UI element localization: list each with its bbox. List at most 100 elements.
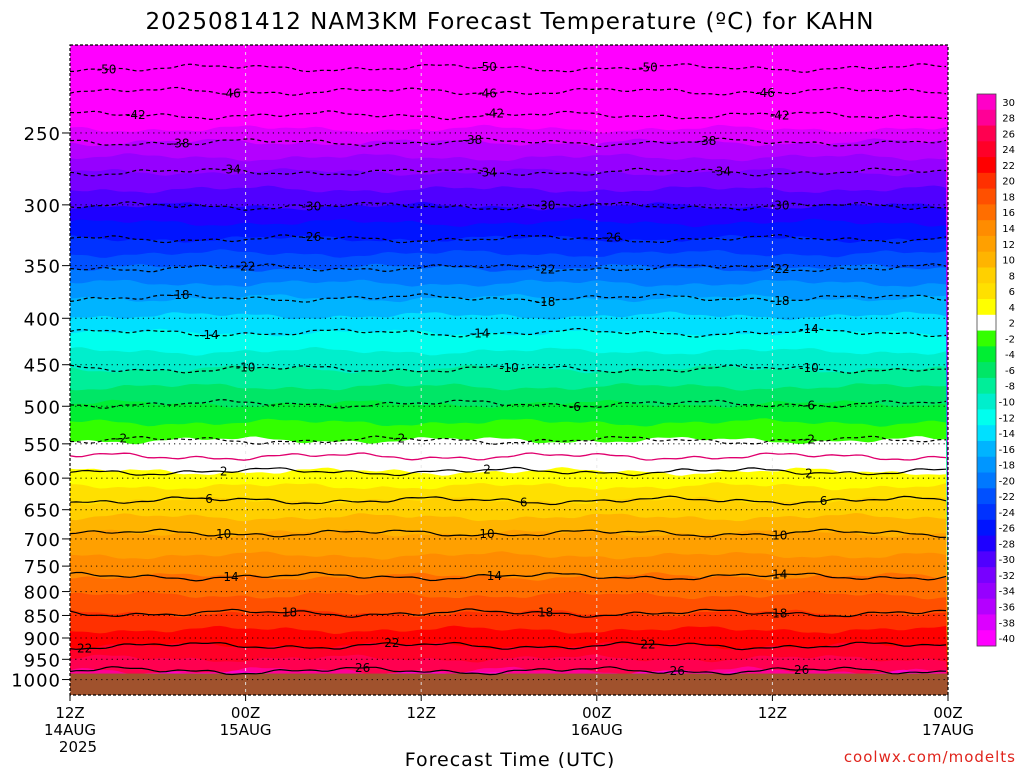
x-tick-label: 00Z [933,704,962,722]
colorbar-label: 8 [1009,271,1015,282]
contour-label: -46 [477,87,497,101]
contour-line [70,327,947,338]
contour-label: -6 [569,400,581,414]
colorbar-label: 24 [1002,145,1015,156]
x-tick-label: 00Z [582,704,611,722]
contour-label: 6 [205,492,213,506]
colorbar-swatch [977,251,996,268]
contour-label: 10 [772,528,787,542]
contour-label: -6 [803,399,815,413]
y-tick-label: 800 [24,583,61,604]
y-tick-label: 450 [24,356,61,377]
y-tick-label: 650 [24,501,61,522]
colorbar-label: 14 [1002,224,1015,235]
contour-label: -26 [302,230,322,244]
colorbar-swatch [977,472,996,489]
contour-line [70,137,947,148]
contour-line [70,666,947,676]
colorbar-swatch [977,440,996,458]
colorbar-swatch [977,535,996,552]
colorbar-swatch [977,188,996,205]
colorbar-label: 22 [1002,161,1015,172]
colorbar-label: -6 [1005,366,1015,377]
contour-label: 18 [282,605,297,619]
colorbar-label: -14 [999,429,1015,440]
colorbar-label: -2 [1005,334,1015,345]
colorbar-swatch [977,362,996,379]
contour-label: -50 [97,63,117,77]
y-tick-label: 1000 [11,671,61,692]
contour-line [70,110,947,121]
contour-label: 2 [483,463,491,477]
contour-label: -46 [221,87,241,101]
colorbar-label: -30 [999,555,1015,566]
x-tick-label: 15AUG [220,721,272,739]
contour-line [70,398,947,409]
colorbar-label: -22 [999,492,1015,503]
contour-label: -14 [799,322,819,336]
colorbar-swatch [977,299,996,316]
x-tick-label: 12Z [55,704,84,722]
colorbar-label: -16 [999,445,1015,456]
colorbar-swatch [977,456,996,473]
contour-label: -26 [602,231,622,245]
contour-label: -22 [236,259,256,273]
colorbar-label: 6 [1009,287,1015,298]
colorbar-label: 10 [1002,256,1015,267]
contour-label: -42 [126,108,146,122]
colorbar-swatch [977,551,996,568]
x-tick-label: 2025 [59,738,97,756]
colorbar-swatch [977,94,996,111]
contour-label: -2 [803,432,815,446]
contour-label: 22 [384,636,399,650]
contour-label: -34 [477,165,497,179]
y-tick-label: 400 [24,309,61,330]
colorbar-label: -24 [999,508,1015,519]
colorbar-label: -38 [999,618,1015,629]
colorbar-swatch [977,377,996,395]
x-tick-label: 14AUG [44,721,96,739]
y-tick-label: 500 [24,397,61,418]
contour-label: -10 [236,361,256,375]
y-tick-label: 850 [24,606,61,627]
contour-line [70,167,947,177]
contour-label: -18 [536,295,556,309]
contour-label: -50 [477,60,497,74]
y-tick-label: 600 [24,469,61,490]
colorbar-label: 26 [1002,129,1015,140]
contour-line [70,234,947,244]
contour-label: -46 [755,86,775,100]
colorbar-label: 12 [1002,240,1015,251]
contour-label: -38 [697,134,717,148]
colorbar-label: -18 [999,461,1015,472]
contour-line [70,641,947,651]
contour-label: 6 [820,494,828,508]
chart-title: 2025081412 NAM3KM Forecast Temperature (… [146,9,875,35]
colorbar-swatch [977,109,996,126]
colorbar-label: -26 [999,524,1015,535]
colorbar-swatch [977,614,996,631]
colorbar-label: 30 [1002,98,1015,109]
colorbar-swatch [977,235,996,253]
x-tick-label: 17AUG [922,721,974,739]
contour-label: 6 [520,496,528,510]
colorbar-swatch [977,283,996,300]
colorbar-swatch [977,314,996,331]
contour-line [70,452,947,461]
colorbar-label: 4 [1009,303,1015,314]
colorbar-label: -4 [1005,350,1015,361]
colorbar-swatch [977,409,996,426]
y-tick-label: 250 [24,124,61,145]
contour-line [70,495,947,506]
y-tick-label: 700 [24,530,61,551]
ground-fill [70,673,948,695]
colorbar-swatch [977,125,996,142]
colorbar-label: -20 [999,476,1015,487]
contour-label: 18 [538,606,553,620]
contour-line [70,364,947,374]
colorbar-swatch [977,330,996,347]
contour-label: -14 [470,326,490,340]
y-tick-label: 550 [24,435,61,456]
colorbar-swatch [977,425,996,442]
